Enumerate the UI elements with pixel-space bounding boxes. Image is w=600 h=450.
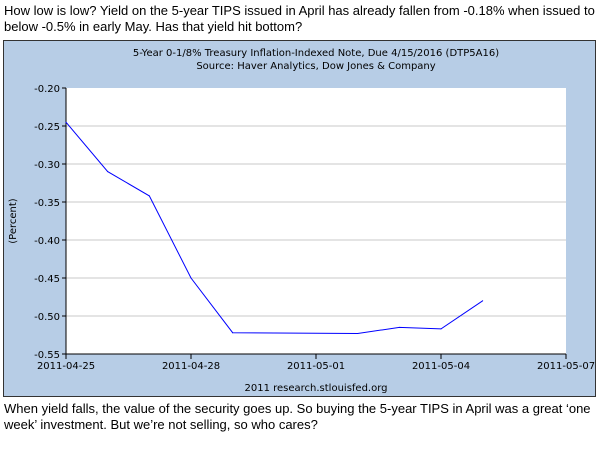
y-tick-label: -0.50 xyxy=(34,312,60,323)
data-point xyxy=(398,326,400,328)
data-point xyxy=(357,332,359,334)
x-tick-label: 2011-05-04 xyxy=(412,361,470,372)
y-tick-label: -0.35 xyxy=(34,198,60,209)
x-tick-label: 2011-04-28 xyxy=(162,361,220,372)
data-point xyxy=(65,121,67,123)
data-point xyxy=(190,277,192,279)
data-point xyxy=(232,332,234,334)
y-tick-label: -0.25 xyxy=(34,122,60,133)
y-tick-label: -0.45 xyxy=(34,274,60,285)
caption-top: How low is low? Yield on the 5-year TIPS… xyxy=(4,3,595,34)
data-point xyxy=(482,300,484,302)
data-point xyxy=(440,328,442,330)
caption-bottom: When yield falls, the value of the secur… xyxy=(4,401,591,432)
y-tick-label: -0.55 xyxy=(34,350,60,361)
chart-title: 5-Year 0-1/8% Treasury Inflation-Indexed… xyxy=(133,48,499,59)
y-tick-label: -0.40 xyxy=(34,236,60,247)
y-tick-label: -0.20 xyxy=(34,84,60,95)
data-point xyxy=(148,195,150,197)
line-chart: 5-Year 0-1/8% Treasury Inflation-Indexed… xyxy=(8,48,595,394)
y-axis-label: (Percent) xyxy=(8,198,19,244)
x-tick-label: 2011-04-25 xyxy=(37,361,95,372)
chart-subtitle: Source: Haver Analytics, Dow Jones & Com… xyxy=(196,61,435,72)
data-point xyxy=(107,171,109,173)
x-tick-label: 2011-05-07 xyxy=(537,361,595,372)
plot-area xyxy=(66,88,566,354)
y-tick-label: -0.30 xyxy=(34,160,60,171)
x-tick-label: 2011-05-01 xyxy=(287,361,345,372)
chart-footer: 2011 research.stlouisfed.org xyxy=(244,383,387,394)
